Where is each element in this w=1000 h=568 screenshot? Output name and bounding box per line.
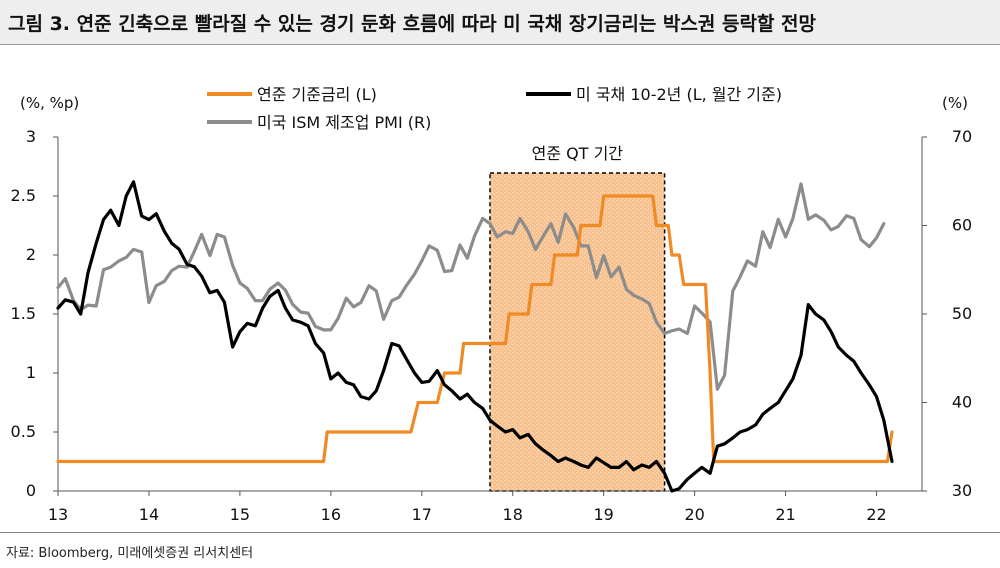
y-left-tick-label: 1 [26,363,36,382]
legend-item-ism-pmi-label: 미국 ISM 제조업 PMI (R) [257,113,431,132]
y-left-tick-label: 2 [26,245,36,264]
qt-period-label: 연준 QT 기간 [532,144,624,163]
x-tick-label: 18 [503,505,523,524]
y-right-tick-label: 40 [952,393,972,412]
y-left-tick-label: 0 [26,481,36,500]
legend-item-fed-rate: 연준 기준금리 (L) [207,85,377,104]
legend-item-treasury-spread-label: 미 국채 10-2년 (L, 월간 기준) [576,85,782,104]
y-right-tick-label: 60 [952,216,972,235]
y-left-tick-label: 3 [26,127,36,146]
x-tick-label: 16 [321,505,341,524]
page-title: 그림 3. 연준 긴축으로 빨라질 수 있는 경기 둔화 흐름에 따라 미 국채… [8,13,816,35]
treasury-series-line [56,180,894,493]
x-tick-label: 22 [866,505,886,524]
y-right-tick-label: 30 [952,481,972,500]
title-bar: 그림 3. 연준 긴축으로 빨라질 수 있는 경기 둔화 흐름에 따라 미 국채… [0,0,1000,45]
qt-period-region [489,172,666,492]
y-right-tick-label: 70 [952,127,972,146]
y-left-tick-label: 0.5 [11,422,36,441]
pmi-series-line [56,182,886,391]
y-left-tick-label: 2.5 [11,186,36,205]
legend-item-ism-pmi: 미국 ISM 제조업 PMI (R) [207,113,431,132]
y-right-axis-label: (%) [942,94,968,112]
x-tick-label: 17 [412,505,432,524]
y-right-tick-label: 50 [952,304,972,323]
x-tick-label: 14 [139,505,159,524]
y-left-axis-label: (%, %p) [20,94,79,112]
x-tick-label: 19 [594,505,614,524]
x-tick-label: 20 [684,505,704,524]
y-left-tick-label: 1.5 [11,304,36,323]
chart-area: 연준 QT 기간 0 0.5 1 1.5 2 2.5 3 30 40 50 60 70 13 14 15 16… [11,85,973,524]
fed-series-line [56,194,894,464]
bottom-rule [0,532,1000,533]
x-tick-label: 13 [48,505,68,524]
x-tick-label: 21 [775,505,795,524]
source-note: 자료: Bloomberg, 미래에셋증권 리서치센터 [6,546,254,561]
legend-item-treasury-spread: 미 국채 10-2년 (L, 월간 기준) [526,85,782,104]
legend-item-fed-rate-label: 연준 기준금리 (L) [257,85,377,104]
x-tick-label: 15 [230,505,250,524]
